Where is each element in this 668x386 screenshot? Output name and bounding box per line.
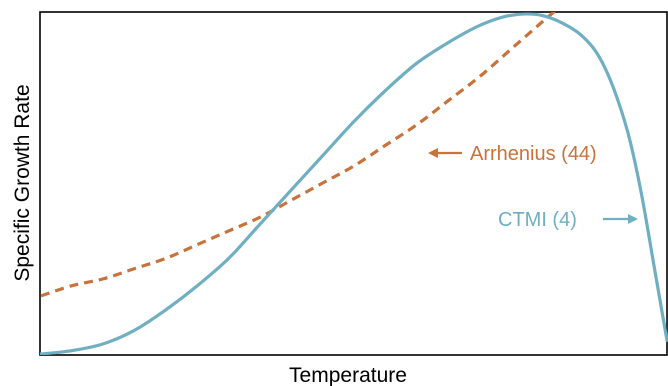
series-line-arrhenius [40, 12, 557, 298]
annotation-arrhenius: Arrhenius (44) [428, 143, 597, 165]
arrhenius-arrow-head [428, 148, 438, 158]
series-line-ctmi [40, 12, 668, 355]
ctmi-arrow-head [628, 214, 638, 224]
ctmi-label: CTMI (4) [498, 209, 577, 231]
x-axis-label: Temperature [289, 364, 407, 386]
series-layer [40, 12, 668, 355]
annotation-ctmi: CTMI (4) [498, 209, 638, 231]
plot-frame [39, 11, 668, 356]
arrhenius-label: Arrhenius (44) [470, 143, 597, 165]
y-axis-label: Specific Growth Rate [11, 84, 34, 281]
